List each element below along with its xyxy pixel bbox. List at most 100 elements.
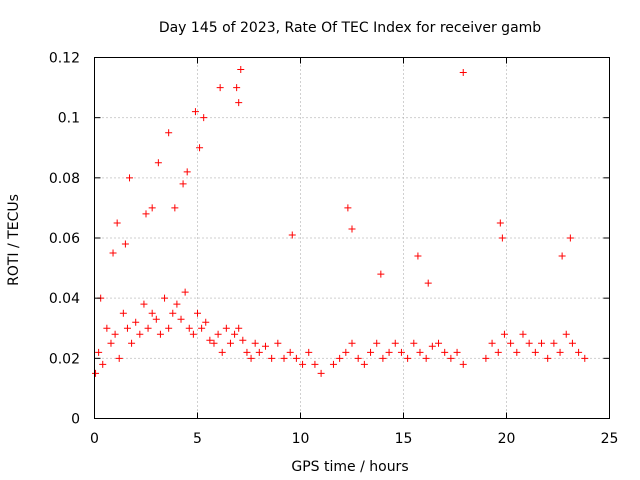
data-point [194, 309, 201, 317]
y-tick-label: 0.12 [49, 51, 80, 67]
data-point [280, 354, 288, 362]
data-point [288, 231, 296, 239]
data-point [377, 270, 385, 278]
data-point [206, 336, 214, 344]
x-axis-label: GPS time / hours [291, 459, 408, 475]
data-point [115, 354, 123, 362]
data-point [292, 354, 300, 362]
data-point [538, 339, 546, 347]
data-point [566, 234, 574, 242]
data-point [226, 339, 234, 347]
data-point [286, 348, 294, 356]
data-point [556, 348, 564, 356]
data-point [513, 348, 521, 356]
data-point [397, 348, 405, 356]
data-point [507, 339, 515, 347]
data-point [348, 225, 356, 233]
data-point [447, 354, 455, 362]
data-point [459, 360, 467, 368]
data-point [132, 318, 140, 326]
data-point [113, 219, 121, 227]
data-point [140, 300, 148, 308]
data-point [329, 360, 337, 368]
data-point [202, 318, 210, 326]
data-point [525, 339, 533, 347]
data-point [414, 252, 422, 260]
data-point [453, 348, 461, 356]
data-point [99, 360, 107, 368]
data-point [562, 330, 570, 338]
data-point [311, 360, 319, 368]
data-point [344, 204, 352, 212]
data-point [196, 144, 204, 152]
data-point [373, 339, 381, 347]
data-point [142, 210, 150, 218]
data-point [165, 324, 173, 332]
y-tick-label: 0.1 [58, 111, 80, 127]
data-point [231, 330, 239, 338]
data-point [126, 174, 134, 182]
data-points [92, 66, 589, 377]
data-point [379, 354, 387, 362]
data-point [531, 348, 539, 356]
data-point [210, 339, 218, 347]
data-point [237, 66, 245, 74]
data-point [191, 108, 199, 116]
x-tick-label: 25 [601, 431, 619, 447]
data-point [416, 348, 424, 356]
data-point [581, 354, 589, 362]
data-point [154, 159, 162, 167]
data-point [165, 129, 173, 137]
data-point [181, 288, 189, 296]
data-point [568, 339, 576, 347]
data-point [428, 342, 436, 350]
data-point [233, 84, 241, 92]
data-point [123, 324, 131, 332]
data-point [367, 348, 375, 356]
data-point [239, 336, 247, 344]
data-point [198, 324, 206, 332]
data-point [214, 330, 222, 338]
data-point [189, 330, 197, 338]
y-tick-label: 0 [71, 412, 80, 428]
data-point [107, 339, 115, 347]
data-point [173, 300, 181, 308]
data-point [128, 339, 136, 347]
data-point [435, 339, 443, 347]
x-tick-label: 0 [90, 431, 99, 447]
data-point [156, 330, 164, 338]
plot-frame [94, 57, 610, 419]
data-point [544, 354, 552, 362]
data-point [317, 369, 325, 377]
data-point [299, 360, 307, 368]
data-point [119, 309, 127, 317]
data-point [103, 324, 111, 332]
data-point [218, 348, 226, 356]
data-point [247, 354, 255, 362]
x-tick-label: 5 [193, 431, 202, 447]
data-point [235, 99, 243, 107]
data-point [500, 330, 508, 338]
data-point [498, 234, 506, 242]
data-point [305, 348, 313, 356]
data-point [148, 204, 156, 212]
y-axis-label: ROTI / TECUs [6, 194, 22, 286]
data-point [391, 339, 399, 347]
y-tick-labels: 0 0.02 0.04 0.06 0.08 0.1 0.12 [49, 51, 80, 428]
x-tick-labels: 0 5 10 15 20 25 [90, 431, 618, 447]
data-point [575, 348, 583, 356]
data-point [354, 354, 362, 362]
data-point [496, 219, 504, 227]
data-point [488, 339, 496, 347]
data-point [185, 324, 193, 332]
data-point [404, 354, 412, 362]
data-point [95, 348, 103, 356]
data-point [410, 339, 418, 347]
data-point [274, 339, 282, 347]
data-point [424, 279, 432, 287]
data-point [136, 330, 144, 338]
y-tick-label: 0.04 [49, 291, 80, 307]
chart-title: Day 145 of 2023, Rate Of TEC Index for r… [159, 20, 541, 36]
data-point [200, 114, 208, 122]
data-point [268, 354, 276, 362]
